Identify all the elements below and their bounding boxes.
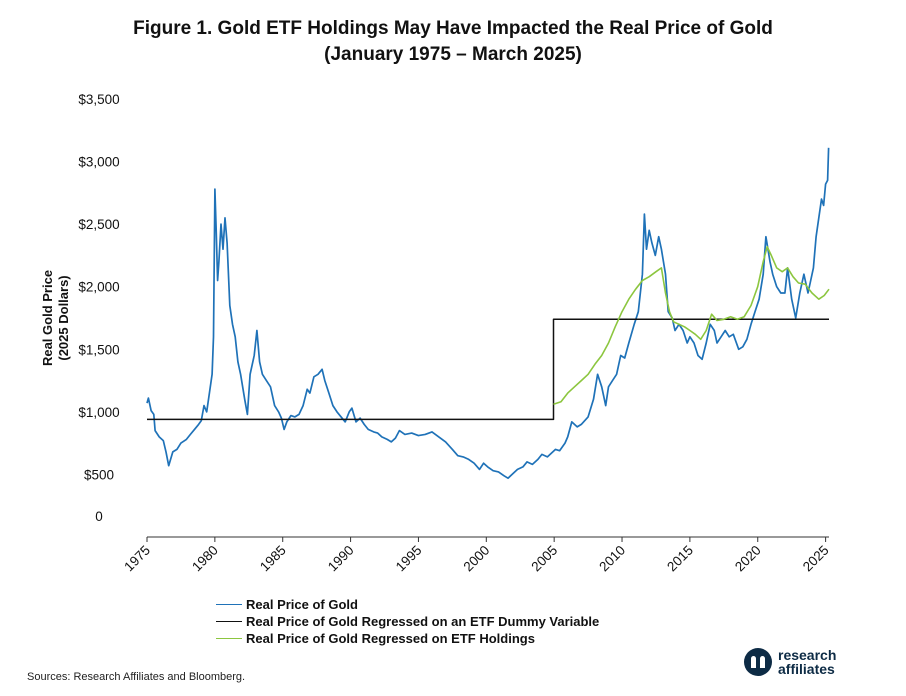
chart-title-line-2: (January 1975 – March 2025) <box>324 44 582 65</box>
x-tick-label: 2020 <box>732 543 764 575</box>
legend-swatch <box>216 638 242 639</box>
y-axis-label-line: (2025 Dollars) <box>56 275 71 360</box>
y-tick-label: $1,000 <box>78 405 119 420</box>
y-tick-label: 0 <box>95 509 103 524</box>
y-tick-label: $1,500 <box>78 342 119 357</box>
legend-label: Real Price of Gold <box>246 597 358 612</box>
x-tick-label: 2025 <box>800 543 832 575</box>
legend-item-3: Real Price of Gold Regressed on ETF Hold… <box>216 630 599 647</box>
chart-title: Figure 1. Gold ETF Holdings May Have Imp… <box>0 16 906 68</box>
y-axis-ticks: 0 $500 $1,000 $1,500 $2,000 $2,500 $3,000 $3,50… <box>78 92 119 524</box>
logo-text: research affiliates <box>778 648 836 676</box>
x-tick-label: 2015 <box>664 543 696 575</box>
y-tick-label: $2,000 <box>78 280 119 295</box>
research-affiliates-logo-icon <box>744 648 772 676</box>
logo-line-2: affiliates <box>778 661 835 677</box>
logo-line-1: research <box>778 647 837 663</box>
y-tick-label: $3,000 <box>78 155 119 170</box>
x-tick-label: 2010 <box>596 543 628 575</box>
x-tick-label: 2000 <box>461 543 493 575</box>
y-axis-label: Real Gold Price(2025 Dollars) <box>40 270 71 366</box>
series-line-2 <box>147 318 829 421</box>
x-axis: 1975 1980 1985 1990 1995 2000 2005 2010 2015 2020… <box>121 536 832 575</box>
x-tick-label: 1975 <box>121 543 153 575</box>
legend: Real Price of Gold Real Price of Gold Reg… <box>216 596 599 647</box>
y-tick-label: $3,500 <box>78 92 119 107</box>
series-line-1 <box>146 147 830 480</box>
legend-item-1: Real Price of Gold <box>216 596 599 613</box>
legend-swatch <box>216 604 242 605</box>
y-tick-label: $2,500 <box>78 217 119 232</box>
source-note: Sources: Research Affiliates and Bloombe… <box>27 671 246 683</box>
research-affiliates-logo: research affiliates <box>744 648 836 676</box>
legend-label: Real Price of Gold Regressed on ETF Hold… <box>246 631 535 646</box>
series-line-3 <box>553 245 830 406</box>
chart-area: Real Gold Price(2025 Dollars) 0 $500 $1,00… <box>40 92 832 575</box>
x-tick-label: 1995 <box>393 543 425 575</box>
legend-swatch <box>216 621 242 622</box>
y-tick-label: $500 <box>84 467 114 482</box>
x-tick-label: 1980 <box>189 543 221 575</box>
x-tick-label: 1990 <box>325 543 357 575</box>
legend-label: Real Price of Gold Regressed on an ETF D… <box>246 614 600 629</box>
legend-item-2: Real Price of Gold Regressed on an ETF D… <box>216 613 599 630</box>
y-axis-label-group: Real Gold Price(2025 Dollars) <box>40 270 71 366</box>
x-tick-label: 2005 <box>528 543 560 575</box>
series-lines <box>146 147 830 480</box>
chart-title-line-1: Figure 1. Gold ETF Holdings May Have Imp… <box>133 18 773 39</box>
x-tick-label: 1985 <box>257 543 289 575</box>
y-axis-label-line: Real Gold Price <box>40 270 55 366</box>
